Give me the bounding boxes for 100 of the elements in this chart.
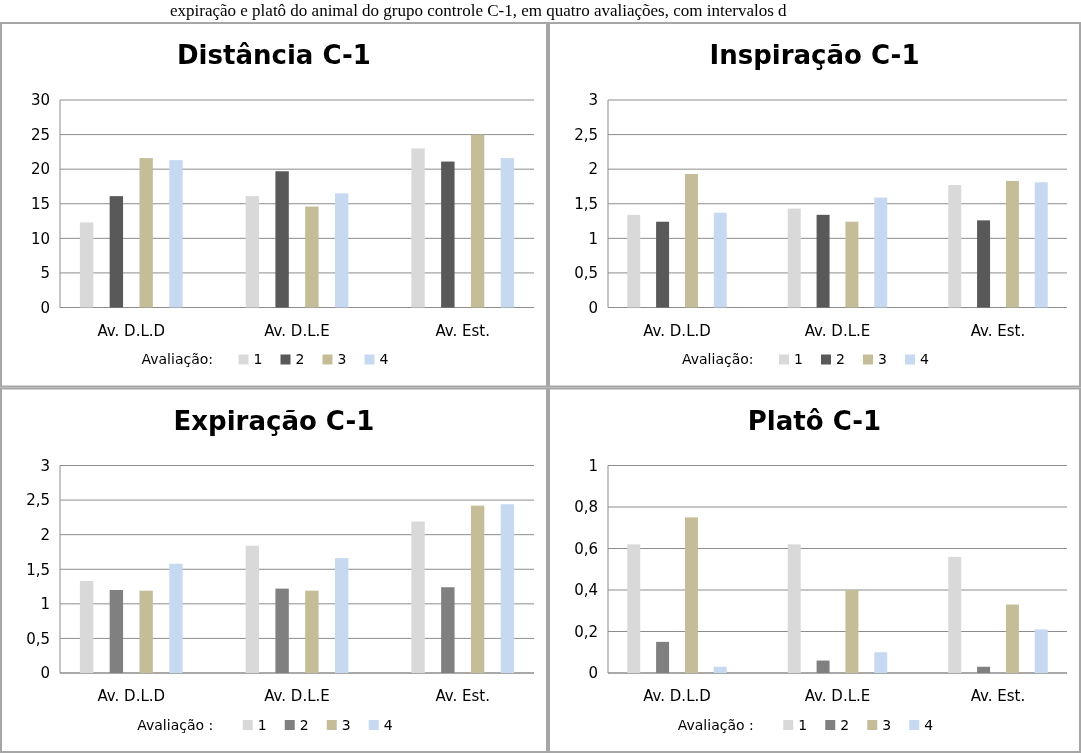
legend-label: 4 [920, 351, 929, 368]
bar [787, 544, 801, 673]
bar [845, 221, 859, 308]
legend-title: Avaliação : [137, 716, 214, 733]
legend-label: 1 [253, 351, 263, 368]
y-tick-label: 0,2 [574, 622, 598, 641]
y-tick-label: 25 [30, 125, 50, 144]
legend-label: 1 [257, 716, 267, 733]
bar [713, 212, 727, 308]
legend-label: 4 [379, 351, 389, 368]
legend-label: 2 [840, 716, 850, 733]
bar [245, 545, 260, 673]
bar [713, 666, 727, 673]
bar [874, 652, 888, 673]
y-tick-label: 0,5 [574, 264, 598, 283]
legend-label: 2 [295, 351, 305, 368]
bar [656, 221, 670, 308]
chart-title: Distância C-1 [177, 40, 371, 70]
x-tick-label: Av. D.L.E [264, 321, 330, 340]
bar [500, 158, 515, 308]
y-tick-label: 0 [588, 664, 598, 683]
y-tick-label: 0 [588, 298, 598, 317]
legend-label: 3 [878, 351, 887, 368]
bar [874, 197, 888, 308]
y-tick-label: 1 [588, 229, 598, 248]
bar [275, 171, 289, 308]
legend-title: Avaliação: [141, 351, 214, 368]
legend-label: 2 [299, 716, 309, 733]
bar [684, 174, 698, 308]
y-tick-label: 2 [40, 525, 50, 544]
bar [169, 160, 183, 308]
bar [948, 185, 962, 308]
x-tick-label: Av. Est. [970, 687, 1026, 705]
bar [411, 521, 425, 673]
bar [305, 590, 319, 673]
y-tick-label: 1,5 [574, 195, 598, 213]
bar [470, 505, 485, 673]
chart-title: Platô C-1 [747, 405, 882, 436]
y-tick-label: 5 [40, 264, 50, 283]
bar [500, 504, 515, 673]
x-tick-label: Av. Est. [970, 321, 1026, 340]
bar [139, 590, 153, 673]
x-tick-label: Av. Est. [435, 687, 491, 705]
bar [334, 193, 349, 308]
x-tick-label: Av. D.L.D [643, 687, 711, 705]
bar [169, 563, 183, 673]
chart-title: Inspiração C-1 [709, 40, 920, 70]
bar [627, 214, 641, 308]
x-tick-label: Av. D.L.E [264, 687, 330, 705]
bar [1034, 182, 1048, 308]
y-tick-label: 0,6 [574, 539, 598, 558]
x-tick-label: Av. D.L.D [643, 321, 711, 340]
y-tick-label: 0,5 [26, 629, 50, 648]
bar [816, 214, 830, 308]
bar [1005, 604, 1019, 673]
chart-title: Expiração C-1 [173, 405, 375, 436]
y-tick-label: 0,4 [574, 581, 598, 600]
bar [787, 208, 801, 308]
legend-label: 1 [798, 716, 808, 733]
y-tick-label: 1 [588, 456, 598, 475]
text: expiração e platô do animal do grupo controle C-1, em quatro avaliações, com intervalos d [170, 1, 788, 20]
x-tick-label: Av. D.L.D [97, 687, 166, 705]
y-tick-label: 0,8 [574, 498, 598, 517]
bar [245, 196, 260, 308]
bar [305, 206, 319, 308]
bar [845, 590, 859, 673]
bar [334, 558, 349, 673]
y-tick-label: 3 [588, 91, 598, 110]
y-tick-label: 2 [588, 160, 598, 179]
y-tick-label: 2,5 [574, 125, 598, 144]
x-tick-label: Av. D.L.E [804, 321, 871, 340]
y-tick-label: 30 [30, 91, 50, 110]
bar [109, 196, 124, 308]
bar [441, 161, 455, 308]
legend-label: 3 [337, 351, 347, 368]
bar [684, 517, 698, 673]
legend-label: 4 [924, 716, 934, 733]
legend-label: 4 [383, 716, 393, 733]
x-tick-label: Av. D.L.D [97, 321, 166, 340]
legend-label: 1 [794, 351, 803, 368]
bar [79, 581, 94, 673]
legend-label: 3 [341, 716, 351, 733]
y-tick-label: 10 [30, 229, 50, 248]
bar [411, 148, 425, 308]
bar [470, 134, 485, 308]
bar [627, 544, 641, 673]
bar [79, 222, 94, 308]
bar [1034, 629, 1048, 673]
bar [1005, 180, 1019, 308]
legend-label: 2 [836, 351, 845, 368]
y-tick-label: 2,5 [26, 491, 50, 510]
x-tick-label: Av. Est. [435, 321, 491, 340]
bar [948, 556, 962, 673]
y-tick-label: 15 [30, 195, 50, 213]
y-tick-label: 3 [40, 456, 50, 475]
legend-label: 3 [882, 716, 892, 733]
y-tick-label: 20 [30, 160, 50, 179]
y-tick-label: 0 [40, 664, 50, 683]
x-tick-label: Av. D.L.E [804, 687, 871, 705]
bar [977, 220, 991, 308]
